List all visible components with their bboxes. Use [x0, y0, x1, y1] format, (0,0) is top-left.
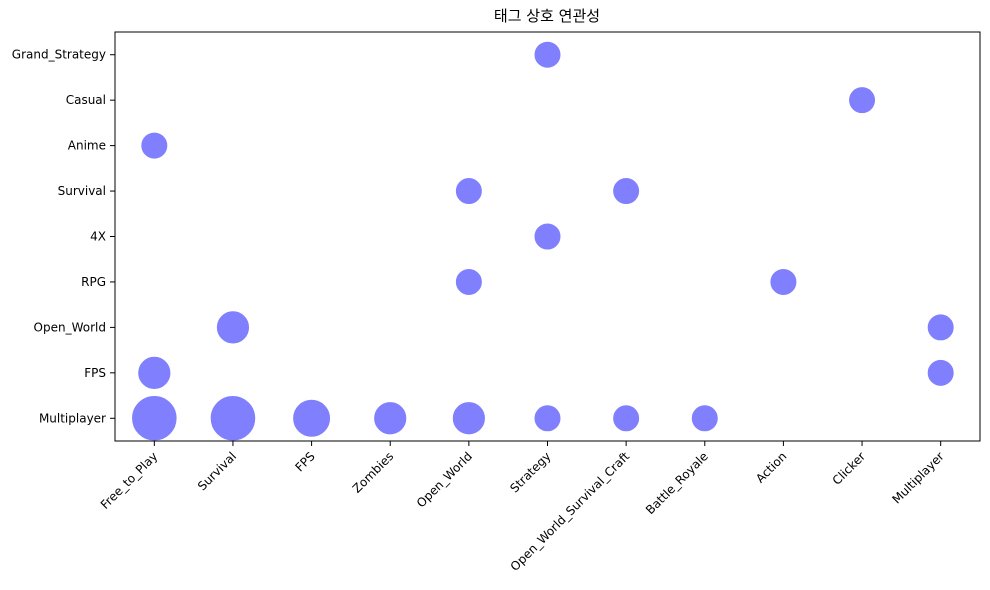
x-tick-label: Open_World [414, 449, 475, 510]
x-tick-label: Survival [195, 449, 239, 493]
data-point [926, 313, 955, 342]
data-point [137, 355, 172, 390]
x-tick-label: Battle_Royale [643, 449, 711, 517]
data-point [769, 267, 798, 296]
y-tick-label: Casual [66, 93, 106, 107]
y-tick-label: 4X [90, 230, 106, 244]
y-tick-label: Grand_Strategy [12, 48, 106, 62]
data-point [533, 404, 562, 433]
x-tick-label: Zombies [350, 449, 397, 496]
data-point [209, 395, 257, 442]
y-tick-label: Anime [68, 139, 106, 153]
points-layer [131, 40, 955, 442]
x-tick-label: FPS [292, 449, 317, 474]
y-tick-label: Multiplayer [39, 411, 106, 425]
data-point [292, 398, 332, 438]
data-point [373, 401, 408, 436]
data-point [690, 404, 719, 433]
x-axis: Free_to_Play Survival FPS Zombies Open_World… [98, 441, 947, 574]
data-point [140, 131, 169, 160]
data-point [533, 222, 562, 251]
data-point [533, 40, 562, 69]
data-point [926, 358, 955, 387]
x-tick-label: Clicker [830, 449, 869, 488]
y-tick-label: Survival [58, 184, 106, 198]
data-point [215, 310, 251, 345]
data-point [454, 177, 483, 206]
data-point [612, 404, 641, 433]
chart-title: 태그 상호 연관성 [494, 7, 600, 25]
y-tick-label: RPG [81, 275, 106, 289]
x-tick-label: Action [753, 449, 789, 485]
data-point [451, 401, 486, 436]
data-point [612, 177, 641, 206]
y-axis: Multiplayer FPS Open_World RPG 4X Survival Ani… [12, 48, 115, 425]
x-tick-label: Multiplayer [889, 449, 946, 506]
y-tick-label: FPS [84, 366, 106, 380]
x-tick-label: Strategy [507, 449, 553, 495]
y-tick-label: Open_World [34, 320, 106, 334]
data-point [131, 395, 178, 442]
plot-frame [114, 31, 981, 442]
data-point [848, 86, 877, 115]
x-tick-label: Free_to_Play [98, 449, 161, 512]
data-point [454, 267, 483, 296]
